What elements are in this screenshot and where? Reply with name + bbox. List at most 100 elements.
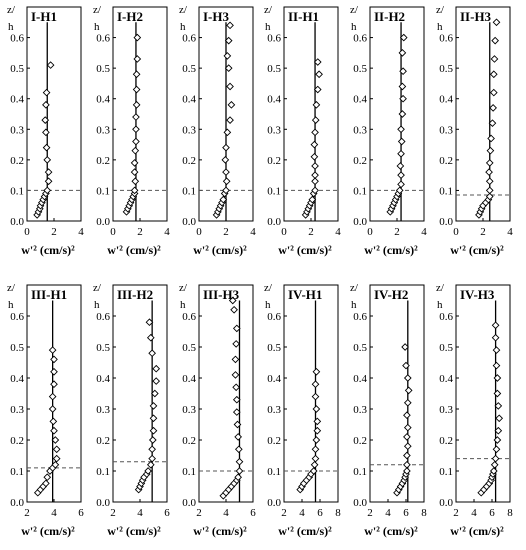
y-axis-label-top: z/ bbox=[264, 282, 273, 294]
y-tick-label: 0.1 bbox=[353, 466, 367, 478]
data-point bbox=[48, 405, 57, 413]
panel-title: III-H3 bbox=[203, 287, 240, 302]
data-point bbox=[233, 420, 242, 429]
y-tick-label: 0.6 bbox=[10, 33, 24, 45]
y-axis-label-bottom: h bbox=[437, 299, 443, 311]
y-tick-label: 0.0 bbox=[182, 497, 196, 509]
y-tick-label: 0.2 bbox=[96, 435, 110, 447]
data-point bbox=[130, 186, 139, 195]
y-tick-label: 0.1 bbox=[96, 466, 110, 478]
panel-title: II-H2 bbox=[374, 9, 405, 24]
data-point bbox=[485, 192, 494, 201]
y-tick-label: 0.1 bbox=[439, 185, 453, 197]
x-tick-label: 4 bbox=[335, 226, 341, 238]
x-tick-label: 0 bbox=[110, 226, 116, 238]
data-point bbox=[50, 367, 58, 376]
y-tick-label: 0.0 bbox=[439, 216, 453, 228]
data-point bbox=[50, 426, 58, 435]
data-point bbox=[311, 380, 320, 389]
x-axis-label: w'² (cm/s)² bbox=[364, 243, 418, 257]
y-axis-label-top: z/ bbox=[179, 282, 188, 294]
y-tick-label: 0.1 bbox=[10, 185, 24, 197]
data-point bbox=[315, 70, 323, 79]
y-tick-label: 0.3 bbox=[353, 124, 367, 136]
data-point bbox=[152, 364, 161, 373]
panel-i-h1: z/h 0.0 0.1 0.2 0.3 0.4 0.5 0.6 0 2 4 I-H1 w'² (cm/s… bbox=[7, 4, 84, 257]
data-point bbox=[132, 113, 140, 121]
x-axis-label: w'² (cm/s)² bbox=[450, 524, 504, 538]
data-point bbox=[310, 460, 319, 469]
data-point bbox=[311, 177, 319, 186]
y-tick-label: 0.3 bbox=[353, 404, 367, 416]
data-point bbox=[234, 445, 243, 454]
y-tick-label: 0.2 bbox=[182, 435, 196, 447]
y-tick-label: 0.6 bbox=[353, 33, 367, 45]
data-point bbox=[397, 137, 406, 146]
plot-frame bbox=[26, 6, 82, 222]
y-tick-label: 0.3 bbox=[267, 124, 281, 136]
y-tick-label: 0.6 bbox=[439, 33, 453, 45]
plot-frame bbox=[455, 6, 511, 222]
y-tick-label: 0.5 bbox=[439, 63, 453, 75]
data-point bbox=[489, 467, 498, 475]
data-point bbox=[313, 426, 322, 435]
data-point bbox=[144, 467, 152, 475]
x-axis-label: w'² (cm/s)² bbox=[450, 243, 504, 257]
panel-iv-h1: z/h 0.0 0.1 0.2 0.3 0.4 0.5 0.6 2 4 6 8 IV-H1 w'² (cm… bbox=[264, 282, 341, 538]
y-tick-label: 0.3 bbox=[182, 404, 196, 416]
x-tick-label: 4 bbox=[78, 226, 84, 238]
y-tick-label: 0.4 bbox=[182, 373, 196, 385]
y-tick-label: 0.5 bbox=[182, 63, 196, 75]
data-point bbox=[130, 159, 139, 167]
data-point bbox=[227, 100, 236, 109]
y-tick-label: 0.4 bbox=[439, 94, 453, 106]
data-point bbox=[311, 392, 320, 401]
data-point bbox=[230, 305, 238, 314]
x-axis-label: w'² (cm/s)² bbox=[364, 524, 418, 538]
data-point bbox=[495, 414, 504, 423]
y-tick-label: 0.5 bbox=[96, 342, 110, 354]
data-point bbox=[397, 149, 405, 158]
plot-frame bbox=[283, 284, 339, 503]
data-point bbox=[492, 18, 501, 27]
x-tick-label: 4 bbox=[223, 507, 229, 519]
data-point bbox=[310, 140, 319, 149]
y-tick-label: 0.1 bbox=[353, 185, 367, 197]
x-axis-label: w'² (cm/s)² bbox=[278, 243, 332, 257]
data-point bbox=[403, 411, 411, 420]
x-tick-label: 4 bbox=[507, 226, 513, 238]
y-axis-label-top: z/ bbox=[93, 4, 102, 16]
data-point bbox=[403, 398, 412, 407]
data-point bbox=[396, 162, 405, 170]
data-point bbox=[132, 125, 140, 134]
data-point bbox=[232, 383, 240, 392]
data-point bbox=[309, 467, 318, 475]
data-point bbox=[50, 355, 58, 364]
data-point bbox=[43, 156, 52, 164]
data-point bbox=[42, 479, 50, 488]
data-point bbox=[494, 426, 503, 435]
x-axis-label: w'² (cm/s)² bbox=[193, 524, 247, 538]
y-tick-label: 0.5 bbox=[182, 342, 196, 354]
data-point bbox=[311, 162, 319, 170]
data-point bbox=[397, 180, 405, 189]
data-point bbox=[312, 405, 321, 413]
x-tick-label: 6 bbox=[250, 507, 256, 519]
data-point bbox=[493, 374, 502, 382]
data-point bbox=[490, 460, 499, 469]
y-tick-label: 0.0 bbox=[96, 497, 110, 509]
data-point bbox=[42, 143, 51, 152]
y-tick-label: 0.3 bbox=[182, 124, 196, 136]
data-point bbox=[311, 128, 319, 137]
panel-title: IV-H3 bbox=[460, 287, 495, 302]
x-tick-label: 2 bbox=[223, 226, 229, 238]
y-tick-label: 0.0 bbox=[267, 216, 281, 228]
data-point bbox=[131, 177, 140, 186]
y-tick-label: 0.3 bbox=[10, 404, 24, 416]
y-tick-label: 0.5 bbox=[10, 63, 24, 75]
data-point bbox=[398, 82, 407, 91]
x-tick-label: 4 bbox=[51, 507, 57, 519]
panel-iii-h1: z/h 0.0 0.1 0.2 0.3 0.4 0.5 0.6 2 4 6 III-H1 w'² (cm… bbox=[7, 282, 84, 538]
x-tick-label: 6 bbox=[78, 507, 84, 519]
